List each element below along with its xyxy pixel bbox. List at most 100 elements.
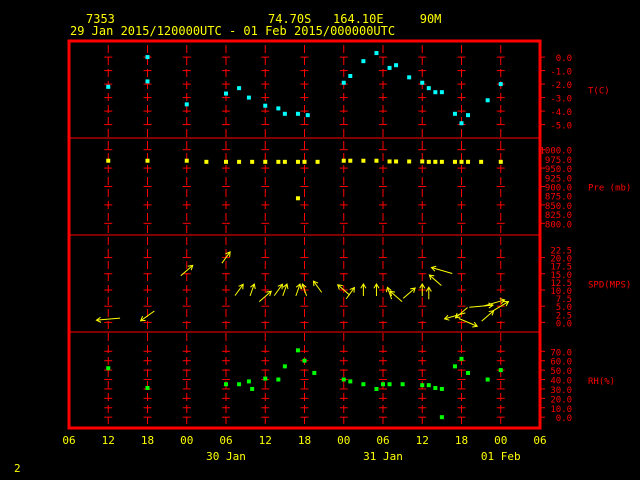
wind-arrow xyxy=(386,287,393,300)
pres-point xyxy=(184,158,189,163)
temp-point xyxy=(459,121,464,126)
pres-tick-label: 850.0 xyxy=(545,202,572,212)
temp-point xyxy=(361,59,366,64)
pres-point xyxy=(276,159,281,164)
x-tick-label: 06 xyxy=(376,434,389,447)
wind-arrow xyxy=(469,304,493,308)
pres-point xyxy=(224,159,228,164)
rh-axis-label: RH(%) xyxy=(588,377,615,387)
temp-point xyxy=(374,51,379,56)
temp-point xyxy=(394,63,399,68)
station-id: 7353 xyxy=(86,12,115,26)
wind-arrow-head xyxy=(95,316,102,323)
pres-point xyxy=(295,196,300,201)
rh-point xyxy=(250,386,255,391)
wind-tick-label: 0.0 xyxy=(556,319,572,329)
wind-arrow xyxy=(458,318,478,327)
rh-point xyxy=(439,415,444,420)
x-tick-label: 12 xyxy=(102,434,115,447)
pres-point xyxy=(302,159,307,164)
wind-arrow-head xyxy=(503,301,510,307)
rh-point xyxy=(282,364,287,369)
rh-point xyxy=(459,356,464,361)
rh-point xyxy=(348,379,353,384)
wind-arrow xyxy=(492,301,509,312)
rh-point xyxy=(246,379,251,384)
pres-point xyxy=(282,159,287,164)
pres-point xyxy=(387,159,392,164)
rh-point xyxy=(276,377,281,382)
temp-point xyxy=(498,82,503,87)
pres-point xyxy=(237,159,242,164)
temp-point xyxy=(145,55,150,60)
temp-axis-label: T(C) xyxy=(588,87,610,97)
temp-point xyxy=(348,74,353,78)
temp-point xyxy=(439,90,444,95)
wind-tick-label: 7.5 xyxy=(556,295,572,305)
wind-arrow xyxy=(313,280,323,293)
wind-arrow xyxy=(258,290,272,303)
wind-tick-label: 20.0 xyxy=(550,255,572,265)
x-tick-label: 00 xyxy=(494,434,507,447)
wind-arrow xyxy=(234,284,244,296)
temp-tick-label: -2.0 xyxy=(550,81,572,91)
wind-tick-label: 12.5 xyxy=(550,279,572,289)
wind-arrow xyxy=(221,251,231,264)
rh-tick-label: 60.0 xyxy=(550,358,572,368)
temp-point xyxy=(276,106,281,111)
wind-arrow-head xyxy=(282,283,289,290)
pres-point xyxy=(204,159,209,164)
pres-point xyxy=(315,159,320,164)
temp-point xyxy=(485,98,490,103)
temp-tick-label: -3.0 xyxy=(550,95,572,105)
rh-point xyxy=(420,383,425,388)
pres-tick-label: 975.0 xyxy=(545,156,572,166)
rh-point xyxy=(498,368,503,373)
x-tick-label: 18 xyxy=(298,434,311,447)
rh-tick-label: 10.0 xyxy=(550,405,572,415)
wind-arrow-head xyxy=(385,286,392,293)
temp-tick-label: -5.0 xyxy=(550,122,572,132)
rh-point xyxy=(400,382,405,387)
temp-point xyxy=(420,80,425,85)
wind-arrow xyxy=(431,267,453,275)
temp-point xyxy=(282,111,287,116)
pres-point xyxy=(348,158,353,163)
wind-arrow-head xyxy=(428,274,435,280)
wind-arrow-head xyxy=(410,287,416,293)
time-period: 29 Jan 2015/120000UTC - 01 Feb 2015/0000… xyxy=(70,24,396,38)
rh-point xyxy=(374,386,379,391)
wind-arrow-head xyxy=(187,264,194,271)
wind-tick-label: 22.5 xyxy=(550,246,572,256)
rh-point xyxy=(439,386,444,391)
wind-arrow xyxy=(481,310,494,322)
pres-point xyxy=(466,159,471,164)
temp-point xyxy=(387,65,392,70)
pres-tick-label: 825.0 xyxy=(545,211,572,221)
temp-point xyxy=(263,103,268,108)
wind-arrow xyxy=(389,290,403,303)
rh-tick-label: 70.0 xyxy=(550,348,572,358)
wind-arrow-head xyxy=(225,251,231,257)
temp-point xyxy=(466,113,471,118)
wind-arrow xyxy=(295,283,301,297)
pres-axis-label: Pre (mb) xyxy=(588,184,631,194)
pres-point xyxy=(250,159,255,164)
wind-arrow-head xyxy=(295,283,302,290)
rh-point xyxy=(485,377,490,382)
wind-arrow xyxy=(301,283,308,297)
x-tick-label: 18 xyxy=(141,434,154,447)
rh-point xyxy=(295,348,300,353)
pres-point xyxy=(479,159,484,164)
temp-point xyxy=(305,113,310,118)
wind-arrow-head xyxy=(472,321,479,328)
rh-point xyxy=(387,382,392,387)
wind-arrow xyxy=(345,287,355,300)
pres-tick-label: 900.0 xyxy=(545,184,572,194)
date-label: 30 Jan xyxy=(206,450,246,463)
temp-tick-label: -4.0 xyxy=(550,108,572,118)
wind-arrow-head xyxy=(250,283,256,290)
wind-arrow-head xyxy=(454,312,461,319)
pres-tick-label: 1000.0 xyxy=(539,147,572,157)
